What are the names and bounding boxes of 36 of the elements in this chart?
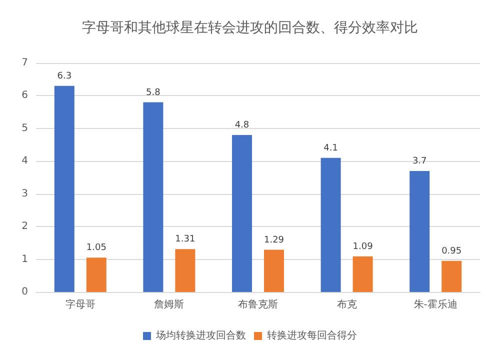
chart-title: 字母哥和其他球星在转会进攻的回合数、得分效率对比 (82, 20, 418, 36)
data-label: 1.09 (352, 242, 374, 252)
bar (54, 86, 74, 292)
data-label: 4.8 (234, 120, 250, 130)
data-label: 3.7 (412, 156, 427, 166)
bar (86, 258, 106, 292)
x-tick-label: 朱-霍乐迪 (414, 298, 458, 310)
legend-label: 场均转换进攻回合数 (155, 330, 246, 342)
x-tick-label: 字母哥 (65, 298, 96, 310)
data-label: 1.05 (86, 243, 106, 254)
y-tick-label: 3 (22, 188, 28, 200)
data-label: 6.3 (57, 71, 72, 82)
y-tick-label: 6 (22, 90, 28, 102)
data-label: 0.95 (442, 246, 462, 256)
y-tick-label: 4 (22, 156, 28, 167)
x-tick-label: 詹姆斯 (154, 298, 184, 310)
data-label: 1.29 (264, 235, 284, 246)
legend-label: 转换进攻每回合得分 (267, 330, 357, 342)
bar (442, 260, 462, 292)
bar (264, 250, 284, 292)
bar (352, 256, 373, 292)
bar (410, 170, 430, 292)
data-label: 5.8 (146, 88, 161, 98)
y-tick-label: 0 (22, 286, 28, 298)
y-tick-label: 7 (22, 58, 28, 68)
bar (232, 134, 252, 292)
y-tick-label: 5 (22, 122, 28, 134)
bar (175, 249, 196, 292)
y-tick-label: 2 (22, 221, 28, 232)
x-tick-label: 布鲁克斯 (238, 298, 278, 310)
x-tick-label: 布克 (336, 298, 357, 310)
bar (320, 158, 341, 292)
data-label: 4.1 (324, 143, 338, 154)
data-label: 1.31 (175, 234, 196, 245)
y-tick-label: 1 (22, 254, 28, 265)
bar (143, 102, 164, 292)
